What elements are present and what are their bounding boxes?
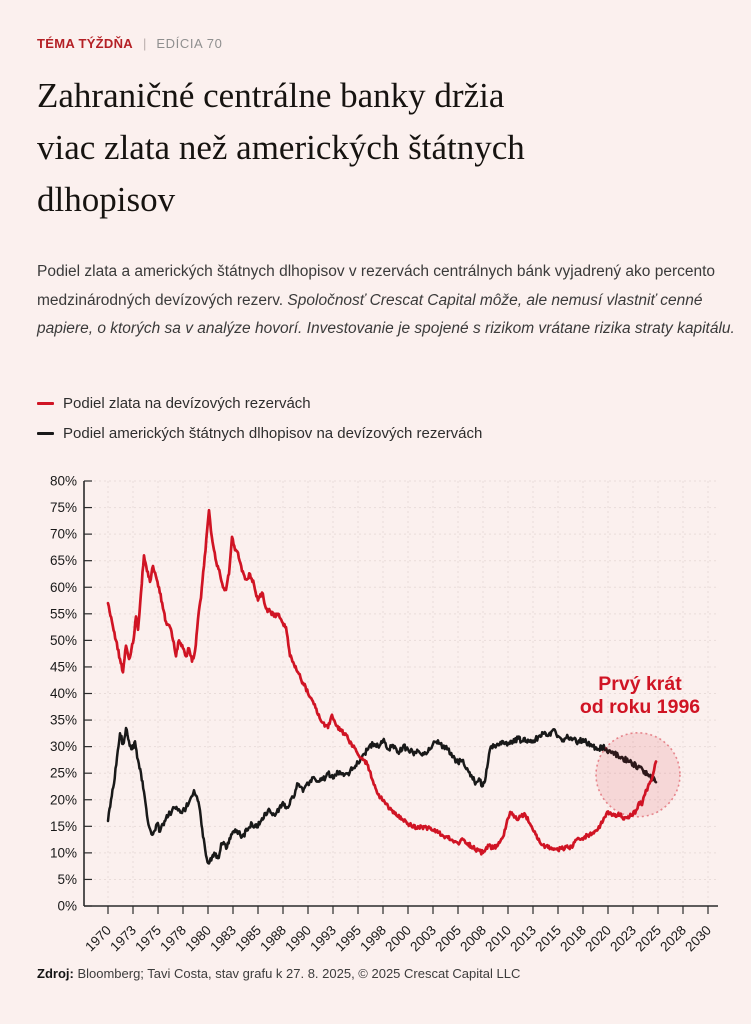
legend-label-gold: Podiel zlata na devízových rezervách (63, 394, 311, 412)
header-divider: | (142, 36, 147, 51)
annotation-text: od roku 1996 (580, 696, 700, 718)
y-tick-label: 80% (50, 474, 77, 489)
y-tick-label: 70% (50, 527, 77, 542)
page-title: Zahraničné centrálne banky držia viac zl… (37, 70, 727, 226)
x-tick-label: 1998 (357, 923, 389, 955)
intro-disclaimer-text: Spoločnosť Crescat Capital môže, ale nem… (37, 291, 735, 338)
y-tick-label: 5% (57, 872, 77, 887)
series-gold-line (106, 508, 658, 856)
x-tick-label: 2025 (632, 923, 664, 955)
x-tick-label: 2028 (657, 923, 689, 955)
source-label: Zdroj: (37, 966, 74, 981)
x-tick-label: 1988 (257, 923, 289, 955)
x-tick-label: 1980 (182, 923, 214, 955)
intro-normal-text: Podiel zlata a amerických štátnych dlhop… (37, 263, 716, 309)
y-tick-label: 35% (50, 713, 77, 728)
x-tick-label: 2013 (507, 923, 539, 955)
header-kicker: TÉMA TÝŽDŇA (37, 36, 133, 51)
intro-paragraph: Podiel zlata a amerických štátnych dlhop… (37, 258, 737, 344)
chart-legend: Podiel zlata na devízových rezervách Pod… (37, 388, 482, 448)
y-tick-label: 30% (50, 739, 77, 754)
x-tick-label: 2005 (432, 923, 464, 955)
x-tick-label: 2023 (607, 923, 639, 955)
page-title-line-1: Zahraničné centrálne banky držia (37, 76, 505, 115)
x-tick-label: 2015 (532, 923, 564, 955)
legend-item-treasuries: Podiel amerických štátnych dlhopisov na … (37, 418, 482, 448)
x-tick-label: 2010 (482, 923, 514, 955)
chart-svg: 0% 5% 10% 15% 20% 25% 30% 35% 40% 45% 50% 55% 60% 65%… (50, 474, 718, 955)
series-treasuries-line (106, 726, 658, 865)
y-tick-label: 25% (50, 766, 77, 781)
y-tick-label: 0% (57, 899, 77, 914)
x-tick-label: 2003 (407, 923, 439, 955)
source-text: Bloomberg; Tavi Costa, stav grafu k 27. … (73, 966, 521, 981)
x-tick-label: 1973 (107, 923, 139, 955)
y-tick-label: 55% (50, 606, 77, 621)
y-tick-label: 50% (50, 633, 77, 648)
legend-item-gold: Podiel zlata na devízových rezervách (37, 388, 482, 418)
header: TÉMA TÝŽDŇA | EDÍCIA 70 (37, 36, 222, 51)
treasuries-line-swatch-icon (37, 431, 54, 435)
x-tick-label: 1985 (232, 923, 264, 955)
x-tick-label: 2008 (457, 923, 489, 955)
page-title-line-2: viac zlata než amerických štátnych (37, 128, 525, 167)
y-tick-label: 45% (50, 659, 77, 674)
legend-label-treasuries: Podiel amerických štátnych dlhopisov na … (63, 424, 483, 442)
page-title-line-3: dlhopisov (37, 180, 176, 219)
x-tick-label: 1983 (207, 923, 239, 955)
chart: 0% 5% 10% 15% 20% 25% 30% 35% 40% 45% 50% 55% 60% 65%… (0, 460, 751, 972)
header-edition: EDÍCIA 70 (156, 36, 223, 51)
y-tick-label: 40% (50, 686, 77, 701)
x-tick-label: 1975 (132, 923, 164, 955)
y-tick-label: 75% (50, 500, 77, 515)
y-tick-label: 65% (50, 553, 77, 568)
x-tick-label: 2030 (682, 923, 714, 955)
x-tick-label: 2018 (557, 923, 589, 955)
x-tick-label: 1993 (307, 923, 339, 955)
x-tick-label: 2020 (582, 923, 614, 955)
gold-line-swatch-icon (37, 401, 54, 405)
source-line: Zdroj: Bloomberg; Tavi Costa, stav grafu… (37, 966, 737, 981)
x-tick-label: 1990 (282, 923, 314, 955)
y-tick-label: 60% (50, 580, 77, 595)
annotation-text: Prvý krát (598, 673, 682, 695)
y-tick-label: 15% (50, 819, 77, 834)
x-tick-label: 2000 (382, 923, 414, 955)
x-tick-label: 1978 (157, 923, 189, 955)
annotation-circle (595, 731, 681, 818)
y-tick-label: 10% (50, 845, 77, 860)
x-tick-label: 1970 (82, 923, 114, 955)
y-tick-label: 20% (50, 792, 77, 807)
x-tick-label: 1995 (332, 923, 364, 955)
